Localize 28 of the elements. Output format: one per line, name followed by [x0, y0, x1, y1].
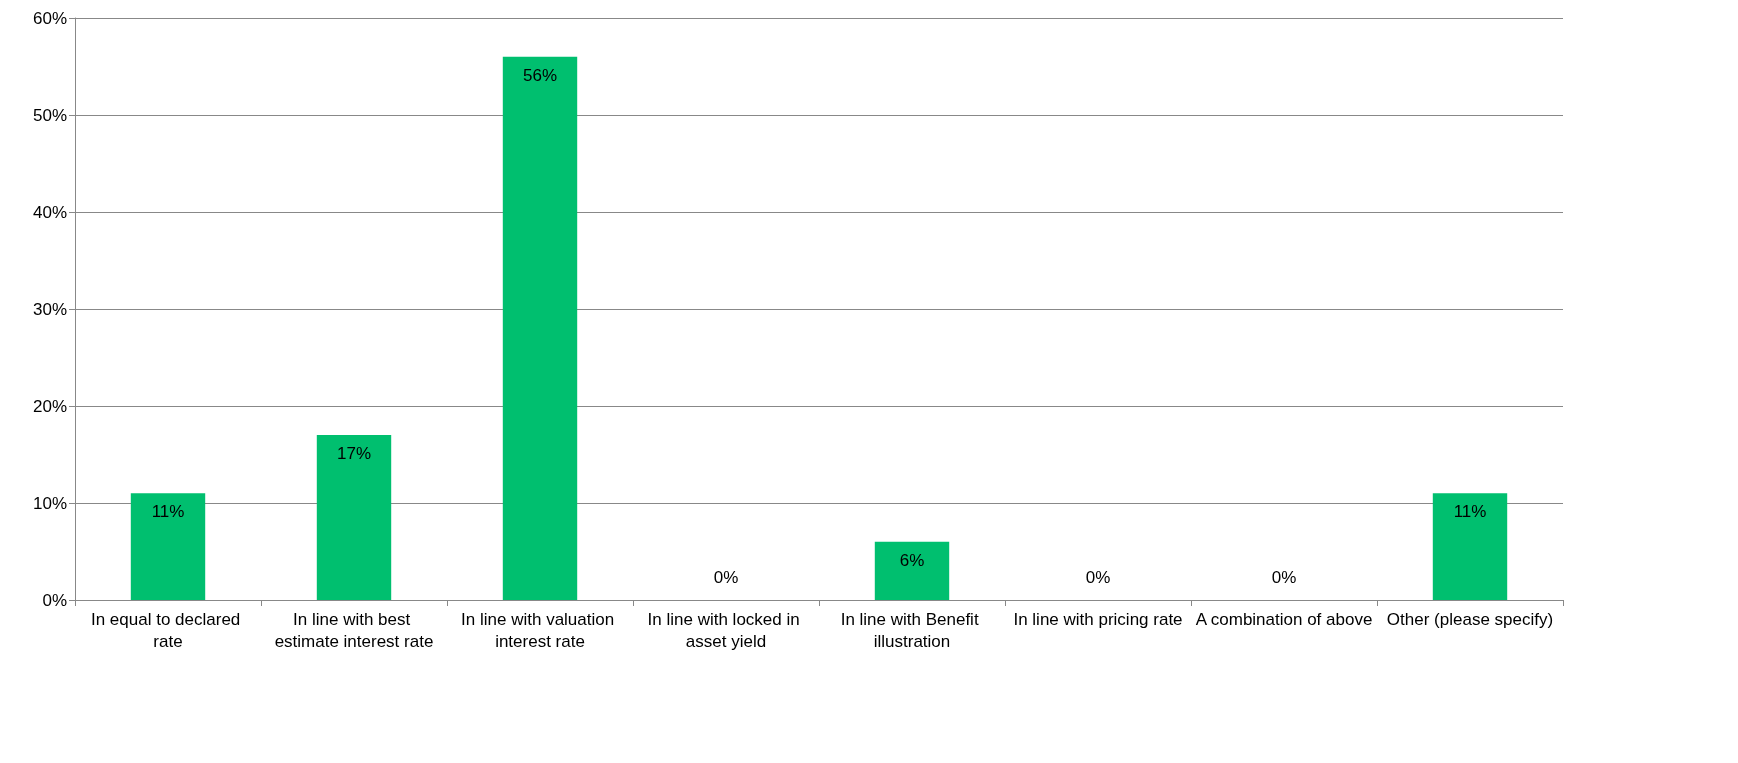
x-tick-label: Other (please specify) [1386, 609, 1554, 629]
data-label: 11% [1453, 502, 1487, 522]
data-label: 11% [151, 502, 185, 522]
data-label: 56% [522, 65, 558, 85]
x-tick-label: In line with best estimate interest rate [274, 609, 434, 651]
bar [502, 56, 578, 600]
data-label: 0% [1085, 568, 1111, 587]
bar [316, 435, 392, 600]
y-tick-label: 0% [42, 590, 67, 610]
x-tick-label: In line with pricing rate [1013, 609, 1183, 629]
y-tick-label: 40% [32, 202, 67, 222]
x-tick-label: In equal to declared rate [90, 609, 246, 651]
data-label: 17% [336, 444, 372, 464]
data-label: 0% [1271, 568, 1297, 587]
bar [874, 541, 950, 600]
data-label: 0% [713, 568, 739, 587]
bar [1432, 493, 1508, 600]
y-tick-label: 20% [32, 396, 67, 416]
x-tick-label: In line with Benefit illustration [840, 609, 984, 651]
y-tick-label: 10% [32, 493, 67, 513]
y-tick-label: 60% [32, 8, 67, 28]
x-tick-label: In line with valuation interest rate [461, 609, 619, 651]
x-tick-label: In line with locked in asset yield [647, 609, 805, 651]
y-tick-label: 50% [32, 105, 67, 125]
y-tick-label: 30% [32, 299, 67, 319]
bar [130, 493, 206, 600]
x-tick-label: A combination of above [1195, 609, 1373, 629]
data-label: 6% [899, 550, 925, 570]
